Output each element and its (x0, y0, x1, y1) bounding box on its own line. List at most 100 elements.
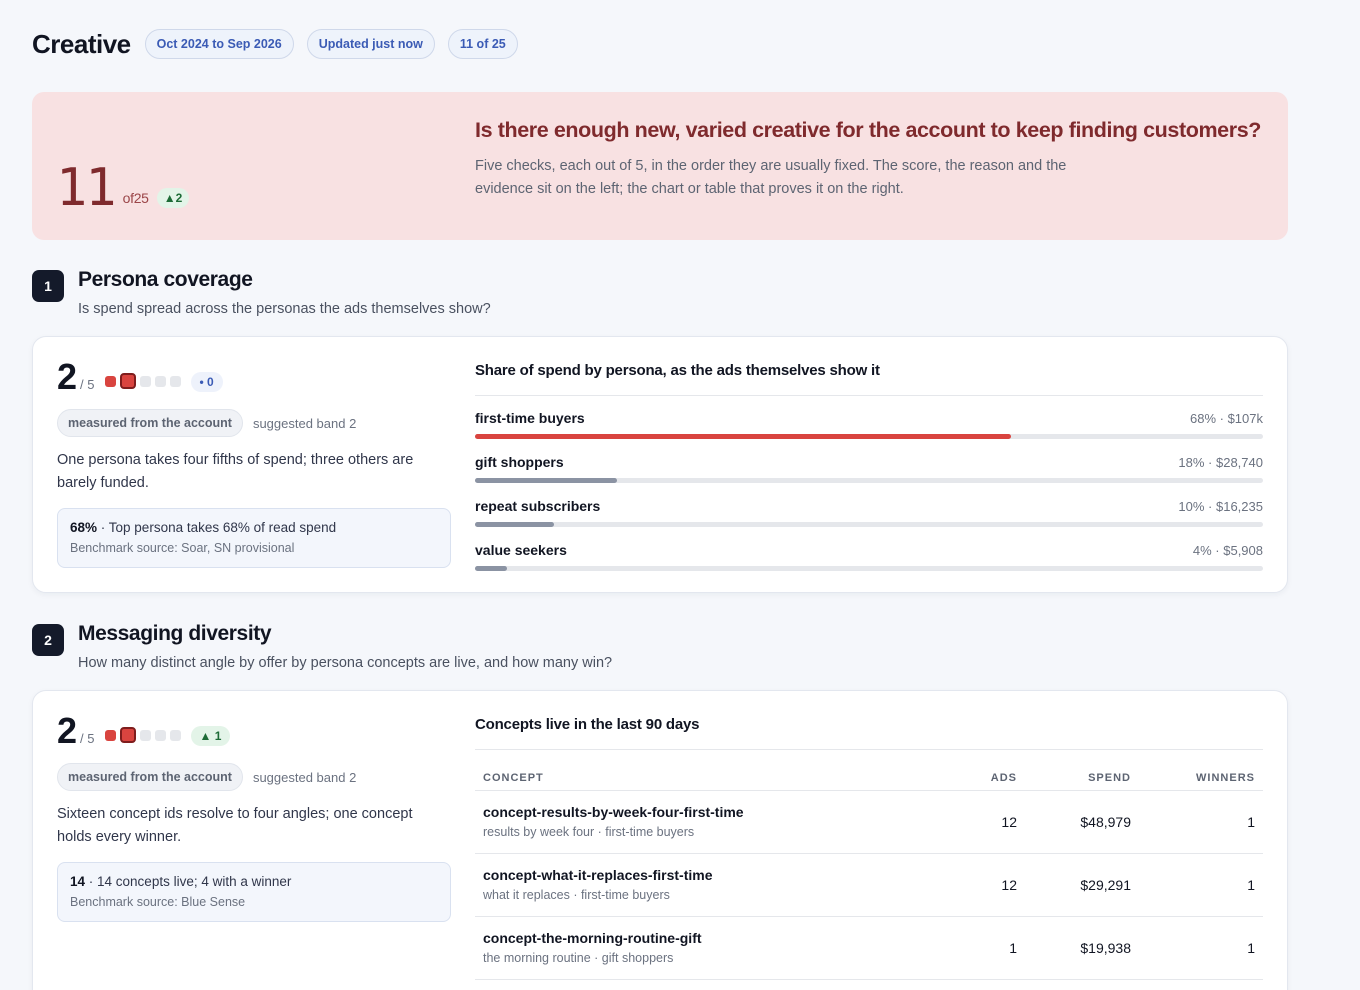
evidence-source: Benchmark source: Blue Sense (70, 895, 246, 909)
score-value: 2 (57, 710, 78, 751)
change-badge: • 0 (190, 372, 223, 392)
suggested-band: suggested band 2 (252, 769, 357, 785)
section-number: 2 (32, 624, 64, 656)
table-row[interactable]: concept-what-it-replaces-first-time what … (475, 853, 1263, 917)
concept-detail: the morning routine · gift shoppers (483, 951, 674, 965)
suggested-band: suggested band 2 (252, 415, 357, 431)
section-number: 1 (32, 270, 64, 302)
evidence-text: · Top persona takes 68% of read spend (97, 520, 337, 535)
score-reason: Sixteen concept ids resolve to four angl… (57, 806, 413, 845)
bar-track (475, 566, 1263, 571)
persona-value-label: 4% · $5,908 (1192, 543, 1263, 558)
persona-value-label: 18% · $28,740 (1178, 455, 1263, 470)
score-of: / 5 (80, 731, 95, 746)
concept-cell: concept-what-it-replaces-first-time what … (475, 853, 945, 917)
table-title: Concepts live in the last 90 days (475, 716, 700, 733)
column-header-concept[interactable]: CONCEPT (475, 750, 945, 791)
persona-bar-row: value seekers 4% · $5,908 (475, 538, 1263, 582)
concept-id: concept-the-morning-routine-gift (483, 930, 702, 946)
score-dot (169, 375, 181, 387)
messaging-diversity-card: 2 / 5 ▲ 1 measured from the account sugg… (32, 690, 1288, 990)
persona-coverage-card: 2 / 5 • 0 measured from the account sugg… (32, 336, 1288, 593)
section-subtitle: How many distinct angle by offer by pers… (78, 655, 613, 671)
section-subtitle: Is spend spread across the personas the … (78, 301, 491, 317)
spend-cell: $19,938 (1025, 916, 1139, 980)
evidence-box: 68% · Top persona takes 68% of read spen… (57, 508, 451, 568)
section-1-head: 1 Persona coverage Is spend spread acros… (32, 240, 1288, 336)
bar-fill (475, 434, 1011, 439)
persona-bar-row: first-time buyers 68% · $107k (475, 406, 1263, 450)
measure-source-pill: measured from the account (57, 763, 243, 791)
divider (475, 395, 1263, 396)
score-panel: 2 / 5 • 0 measured from the account sugg… (57, 357, 451, 568)
table-body: concept-results-by-week-four-first-time r… (475, 790, 1263, 980)
bar-list: first-time buyers 68% · $107k gift shopper… (475, 406, 1263, 582)
bar-track (475, 478, 1263, 483)
evidence-text: · 14 concepts live; 4 with a winner (85, 874, 292, 889)
ads-cell: 12 (945, 790, 1025, 854)
winners-cell: 1 (1139, 790, 1263, 854)
score-reason: One persona takes four fifths of spend; … (57, 452, 414, 491)
table-row[interactable]: concept-the-morning-routine-gift the morn… (475, 916, 1263, 980)
chart-title: Share of spend by persona, as the ads th… (475, 362, 880, 379)
section-2-head: 2 Messaging diversity How many distinct … (32, 593, 1288, 690)
score-panel: 2 / 5 ▲ 1 measured from the account sugg… (57, 711, 451, 922)
score-dot (154, 375, 166, 387)
updated-pill: Updated just now (306, 29, 435, 59)
score-dot (139, 729, 151, 741)
summary-hero: 11 of25 ▲2 Is there enough new, varied c… (32, 92, 1288, 240)
bar-fill (475, 478, 617, 483)
score-dot (119, 727, 136, 743)
persona-chart: Share of spend by persona, as the ads th… (475, 362, 1263, 582)
persona-value-label: 68% · $107k (1190, 411, 1263, 426)
column-header-spend[interactable]: SPEND (1025, 750, 1139, 791)
hero-text: Is there enough new, varied creative for… (475, 118, 1265, 201)
score-dot (154, 729, 166, 741)
table-header-row: CONCEPT ADS SPEND WINNERS (475, 750, 1263, 791)
hero-delta-badge: ▲2 (156, 188, 190, 208)
concepts-table: CONCEPT ADS SPEND WINNERS concept-result… (475, 750, 1263, 980)
concept-detail: results by week four · first-time buyers (483, 825, 695, 839)
concepts-table-panel: Concepts live in the last 90 days CONCEP… (475, 716, 1263, 980)
evidence-source: Benchmark source: Soar, SN provisional (70, 541, 295, 555)
hero-score-of: of25 (122, 190, 149, 206)
persona-label: first-time buyers (475, 410, 585, 426)
persona-bar-row: gift shoppers 18% · $28,740 (475, 450, 1263, 494)
score-of: / 5 (80, 377, 95, 392)
persona-label: gift shoppers (475, 454, 564, 470)
persona-label: value seekers (475, 542, 567, 558)
concept-detail: what it replaces · first-time buyers (483, 888, 670, 902)
score-dot (139, 375, 151, 387)
persona-bar-row: repeat subscribers 10% · $16,235 (475, 494, 1263, 538)
bar-track (475, 522, 1263, 527)
score-dot (104, 729, 116, 741)
spend-cell: $29,291 (1025, 853, 1139, 917)
table-row[interactable]: concept-results-by-week-four-first-time r… (475, 790, 1263, 854)
hero-question: Is there enough new, varied creative for… (475, 118, 1261, 142)
persona-value-label: 10% · $16,235 (1178, 499, 1263, 514)
score-dot (169, 729, 181, 741)
column-header-ads[interactable]: ADS (945, 750, 1025, 791)
divider (475, 749, 1263, 750)
concept-cell: concept-the-morning-routine-gift the morn… (475, 916, 945, 980)
ads-cell: 12 (945, 853, 1025, 917)
hero-description: Five checks, each out of 5, in the order… (475, 158, 1067, 197)
page-header: Creative Oct 2024 to Sep 2026 Updated ju… (32, 0, 1288, 88)
measure-source-pill: measured from the account (57, 409, 243, 437)
concept-id: concept-results-by-week-four-first-time (483, 804, 744, 820)
score-dots (104, 373, 185, 389)
score-dots (104, 727, 185, 743)
score-pill: 11 of 25 (447, 29, 518, 59)
column-header-winners[interactable]: WINNERS (1139, 750, 1263, 791)
change-badge: ▲ 1 (190, 726, 231, 746)
concept-cell: concept-results-by-week-four-first-time r… (475, 790, 945, 854)
spend-cell: $48,979 (1025, 790, 1139, 854)
page-title: Creative (32, 28, 131, 59)
evidence-value: 14 (70, 874, 86, 889)
bar-fill (475, 522, 554, 527)
section-title: Messaging diversity (78, 622, 272, 645)
date-range-pill[interactable]: Oct 2024 to Sep 2026 (144, 29, 294, 59)
score-dot (119, 373, 136, 389)
evidence-value: 68% (70, 520, 98, 535)
ads-cell: 1 (945, 916, 1025, 980)
